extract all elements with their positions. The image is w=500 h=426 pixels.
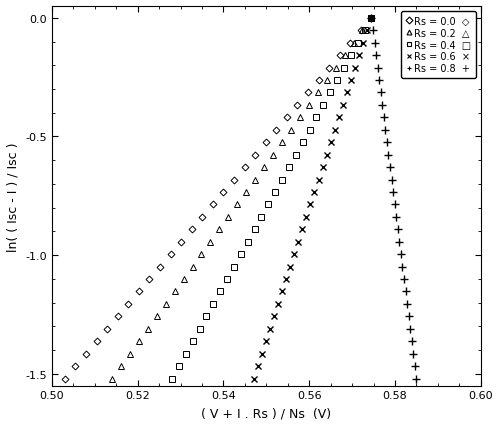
X-axis label: ( V + I . Rs ) / Ns  (V): ( V + I . Rs ) / Ns (V)	[202, 406, 332, 419]
Legend: Rs = 0.0  ◇, Rs = 0.2  △, Rs = 0.4  □, Rs = 0.6  ×, Rs = 0.8  +: Rs = 0.0 ◇, Rs = 0.2 △, Rs = 0.4 □, Rs =…	[402, 12, 476, 79]
Y-axis label: ln( ( Isc - I ) / Isc ): ln( ( Isc - I ) / Isc )	[7, 142, 20, 251]
